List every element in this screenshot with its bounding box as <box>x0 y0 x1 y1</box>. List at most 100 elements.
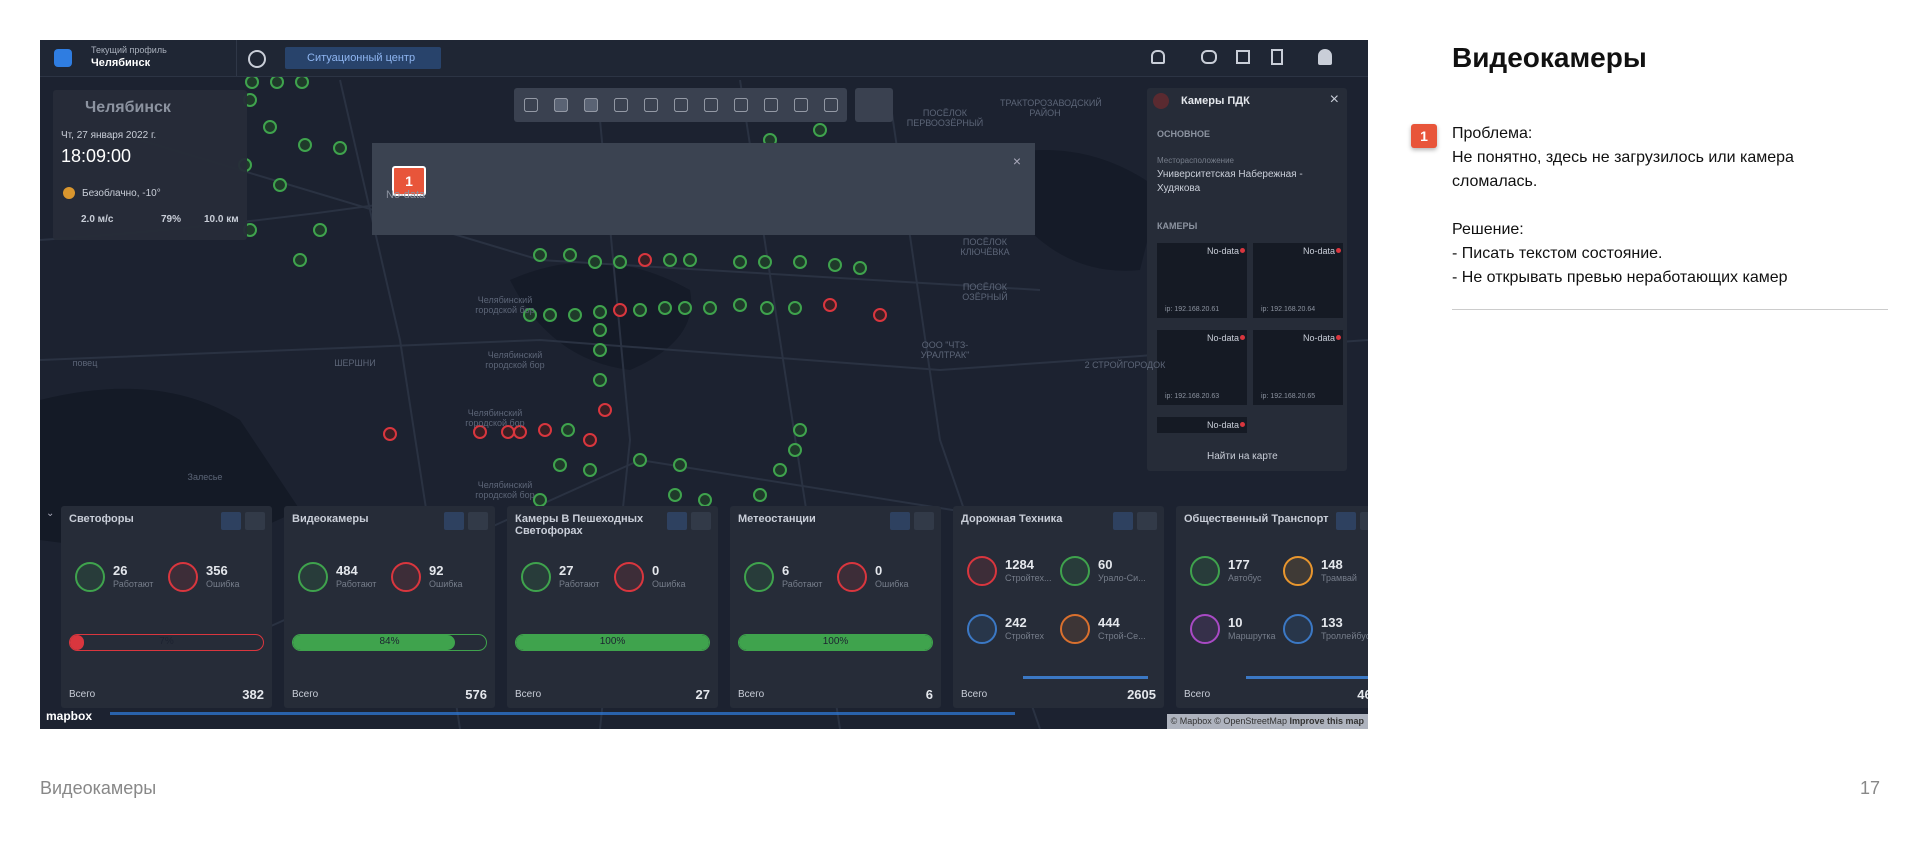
map-marker[interactable] <box>613 303 627 317</box>
tool-button[interactable] <box>524 98 538 112</box>
map-marker[interactable] <box>668 488 682 502</box>
map-marker[interactable] <box>538 423 552 437</box>
tool-button[interactable] <box>614 98 628 112</box>
tool-button[interactable] <box>644 98 658 112</box>
map-marker[interactable] <box>758 255 772 269</box>
map-marker[interactable] <box>270 75 284 89</box>
map-marker[interactable] <box>333 141 347 155</box>
widget-button[interactable] <box>691 512 711 530</box>
map-marker[interactable] <box>698 493 712 507</box>
map-marker[interactable] <box>683 253 697 267</box>
map-marker[interactable] <box>823 298 837 312</box>
map-marker[interactable] <box>473 425 487 439</box>
archive-icon[interactable] <box>1236 50 1250 64</box>
map-marker[interactable] <box>658 301 672 315</box>
map-marker[interactable] <box>853 261 867 275</box>
map-marker[interactable] <box>673 458 687 472</box>
tool-button[interactable] <box>764 98 778 112</box>
map-marker[interactable] <box>553 458 567 472</box>
map-marker[interactable] <box>533 248 547 262</box>
location: Университетская Набережная - Худякова <box>1157 169 1303 194</box>
map-marker[interactable] <box>633 303 647 317</box>
tool-button[interactable] <box>794 98 808 112</box>
map-marker[interactable] <box>733 298 747 312</box>
widget-button[interactable] <box>890 512 910 530</box>
find-on-map[interactable]: Найти на карте <box>1207 451 1278 462</box>
map-marker[interactable] <box>295 75 309 89</box>
map-marker[interactable] <box>788 443 802 457</box>
close-button[interactable]: × <box>1012 153 1021 169</box>
map-marker[interactable] <box>561 423 575 437</box>
map-marker[interactable] <box>245 75 259 89</box>
close-button[interactable]: × <box>1329 91 1339 108</box>
widget-button[interactable] <box>1113 512 1133 530</box>
map-marker[interactable] <box>613 255 627 269</box>
map-marker[interactable] <box>583 433 597 447</box>
improve-link[interactable]: Improve this map <box>1289 716 1364 726</box>
map-marker[interactable] <box>593 343 607 357</box>
camera-tile[interactable]: No-data ip: 192.168.20.64 <box>1253 243 1343 318</box>
map-marker[interactable] <box>598 403 612 417</box>
map-marker[interactable] <box>293 253 307 267</box>
tool-button[interactable] <box>734 98 748 112</box>
widget-button[interactable] <box>1360 512 1368 530</box>
map-marker[interactable] <box>523 308 537 322</box>
map-marker[interactable] <box>298 138 312 152</box>
map-marker[interactable] <box>563 248 577 262</box>
tool-button[interactable] <box>584 98 598 112</box>
globe-icon[interactable] <box>248 50 266 68</box>
map-marker[interactable] <box>828 258 842 272</box>
map-marker[interactable] <box>383 427 397 441</box>
map-marker[interactable] <box>753 488 767 502</box>
widget-button[interactable] <box>1336 512 1356 530</box>
widget-button[interactable] <box>245 512 265 530</box>
situation-button[interactable]: Ситуационный центр <box>285 47 441 69</box>
camera-tile[interactable]: No-data ip: 192.168.20.61 <box>1157 243 1247 318</box>
camera-tile[interactable]: No-data ip: 192.168.20.65 <box>1253 330 1343 405</box>
bell-icon[interactable] <box>1151 50 1165 64</box>
map-marker[interactable] <box>703 301 717 315</box>
user-icon[interactable] <box>1318 49 1332 65</box>
map-marker[interactable] <box>788 301 802 315</box>
map-marker[interactable] <box>588 255 602 269</box>
map-marker[interactable] <box>873 308 887 322</box>
layers-button[interactable] <box>855 88 893 122</box>
map-marker[interactable] <box>813 123 827 137</box>
collapse-button[interactable]: ⌄ <box>46 508 55 519</box>
widget-button[interactable] <box>667 512 687 530</box>
map-marker[interactable] <box>543 308 557 322</box>
map-marker[interactable] <box>593 373 607 387</box>
users-icon[interactable] <box>1201 50 1217 64</box>
map-marker[interactable] <box>733 255 747 269</box>
map-marker[interactable] <box>638 253 652 267</box>
camera-tile[interactable]: No-data ip: 192.168.20.63 <box>1157 330 1247 405</box>
widget-button[interactable] <box>221 512 241 530</box>
map-marker[interactable] <box>501 425 515 439</box>
map-marker[interactable] <box>568 308 582 322</box>
widget-button[interactable] <box>444 512 464 530</box>
tool-button[interactable] <box>554 98 568 112</box>
map-marker[interactable] <box>633 453 647 467</box>
profile[interactable]: Челябинск <box>91 57 151 69</box>
map-marker[interactable] <box>793 255 807 269</box>
map-marker[interactable] <box>678 301 692 315</box>
map-marker[interactable] <box>313 223 327 237</box>
map-marker[interactable] <box>273 178 287 192</box>
map-marker[interactable] <box>773 463 787 477</box>
map-marker[interactable] <box>793 423 807 437</box>
badge: 1 <box>392 166 426 196</box>
clipboard-icon[interactable] <box>1271 49 1283 65</box>
widget-button[interactable] <box>914 512 934 530</box>
widget-button[interactable] <box>468 512 488 530</box>
map-marker[interactable] <box>663 253 677 267</box>
tool-button[interactable] <box>704 98 718 112</box>
map-marker[interactable] <box>583 463 597 477</box>
tool-button[interactable] <box>824 98 838 112</box>
widget-button[interactable] <box>1137 512 1157 530</box>
map-marker[interactable] <box>593 323 607 337</box>
camera-tile[interactable]: No-data <box>1157 417 1247 433</box>
tool-button[interactable] <box>674 98 688 112</box>
map-marker[interactable] <box>760 301 774 315</box>
map-marker[interactable] <box>263 120 277 134</box>
map-marker[interactable] <box>593 305 607 319</box>
